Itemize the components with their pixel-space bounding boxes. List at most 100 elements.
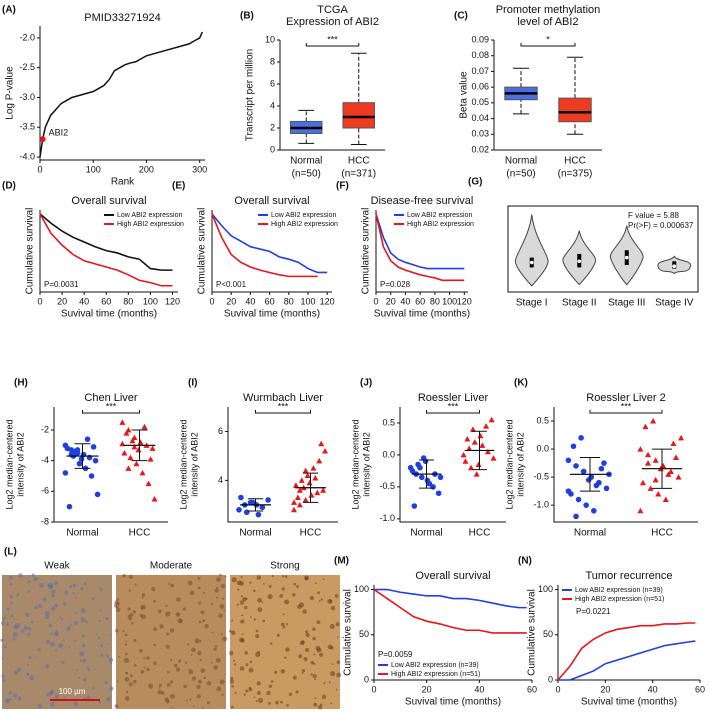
tissue-texture xyxy=(124,643,128,646)
tissue-texture xyxy=(202,591,206,594)
tissue-texture xyxy=(304,576,309,581)
x-tick-label: Stage III xyxy=(608,298,645,309)
x-tick-label: HCC xyxy=(300,528,322,539)
x-tick-label: 20 xyxy=(600,684,610,694)
y-axis-label: Log2 median-centered xyxy=(504,419,514,509)
point xyxy=(475,461,482,467)
x-tick-label: 80 xyxy=(284,296,294,306)
tissue-texture xyxy=(3,645,7,649)
legend-label: High ABI2 expression (n=51) xyxy=(391,671,480,678)
point xyxy=(411,503,418,509)
tissue-texture xyxy=(256,575,262,580)
error-bar xyxy=(419,459,434,489)
tissue-texture xyxy=(80,617,83,619)
tissue-texture xyxy=(16,596,18,598)
tissue-texture xyxy=(168,582,171,585)
tissue-texture xyxy=(281,575,285,578)
tissue-texture xyxy=(48,623,53,628)
x-tick-label: 40 xyxy=(245,296,255,306)
tissue-texture xyxy=(17,696,22,701)
tissue-texture xyxy=(124,676,130,682)
tissue-texture xyxy=(164,697,169,702)
point xyxy=(665,471,672,477)
tissue-texture xyxy=(191,676,197,681)
y-axis-label: Transcript per million xyxy=(245,49,256,141)
tissue-texture xyxy=(244,605,248,610)
tissue-texture xyxy=(153,627,158,632)
y-axis-label: intensity of ABI2 xyxy=(361,432,371,497)
tissue-texture xyxy=(165,644,170,649)
annotation: Pr(>F) = 0.000637 xyxy=(628,221,694,230)
chart-subtitle: level of ABI2 xyxy=(517,16,578,28)
tissue-texture xyxy=(146,667,150,672)
point xyxy=(466,445,473,452)
tissue-texture xyxy=(200,668,206,673)
x-axis-label: Rank xyxy=(111,177,135,188)
panel-label: (K) xyxy=(514,378,528,389)
point xyxy=(585,477,592,483)
error-bar xyxy=(651,448,673,489)
survival-curve xyxy=(39,213,173,287)
tissue-texture xyxy=(54,582,58,586)
tissue-texture xyxy=(70,623,73,627)
point xyxy=(74,447,81,453)
point xyxy=(652,457,659,463)
y-tick-label: 0 xyxy=(270,144,275,154)
y-tick-label: -0.5 xyxy=(379,481,395,491)
y-axis-label: Cumulative survival xyxy=(197,208,208,295)
point xyxy=(591,507,597,514)
tissue-texture xyxy=(189,590,195,596)
y-axis-label: intensity of ABI2 xyxy=(515,432,525,497)
tissue-texture xyxy=(128,682,133,687)
x-tick-label: 40 xyxy=(474,684,484,694)
box xyxy=(342,102,375,129)
tissue-texture xyxy=(214,588,219,593)
point xyxy=(129,437,136,444)
y-tick-label: 100 xyxy=(354,584,369,594)
y-tick-label: -8 xyxy=(41,516,49,526)
tissue-texture xyxy=(9,595,14,599)
tissue-texture xyxy=(244,651,248,655)
tissue xyxy=(116,575,226,709)
legend-label: Low ABI2 expression (n=39) xyxy=(575,587,663,594)
tissue-texture xyxy=(75,596,78,599)
tissue-texture xyxy=(188,669,194,675)
y-tick-label: 50 xyxy=(359,629,369,639)
tissue-texture xyxy=(10,621,13,624)
tissue-texture xyxy=(82,643,86,648)
point xyxy=(147,456,154,462)
x-tick-label: 100 xyxy=(143,296,158,306)
tissue-texture xyxy=(146,656,150,660)
tissue-texture xyxy=(190,653,193,656)
tissue-texture xyxy=(132,679,137,684)
x-axis-label: Suvival time (months) xyxy=(61,309,157,320)
x-tick-label: 40 xyxy=(79,296,89,306)
x-tick-label: 120 xyxy=(320,296,335,306)
panel-label: (B) xyxy=(240,11,254,22)
point xyxy=(593,482,600,489)
point xyxy=(417,464,423,471)
point xyxy=(565,457,572,464)
tissue-texture xyxy=(54,649,57,652)
x-tick-label: HCC xyxy=(564,156,586,167)
point xyxy=(310,465,317,471)
tissue-texture xyxy=(334,594,339,598)
point xyxy=(655,490,662,497)
error-bar xyxy=(74,443,91,469)
point xyxy=(64,445,71,452)
x-tick-label: 0 xyxy=(555,684,560,694)
point xyxy=(141,423,148,430)
tissue-texture xyxy=(54,694,59,699)
tissue-texture xyxy=(255,700,258,703)
tissue-texture xyxy=(335,622,340,627)
x-tick-label: 0 xyxy=(209,296,214,306)
point xyxy=(639,479,646,486)
tissue-texture xyxy=(295,690,299,694)
x-tick-label: 20 xyxy=(422,684,432,694)
tissue-texture xyxy=(125,690,129,694)
tissue-texture xyxy=(86,695,91,700)
tissue-texture xyxy=(27,589,31,593)
tissue-texture xyxy=(80,617,86,623)
point xyxy=(422,458,429,465)
tissue-texture xyxy=(216,686,222,692)
